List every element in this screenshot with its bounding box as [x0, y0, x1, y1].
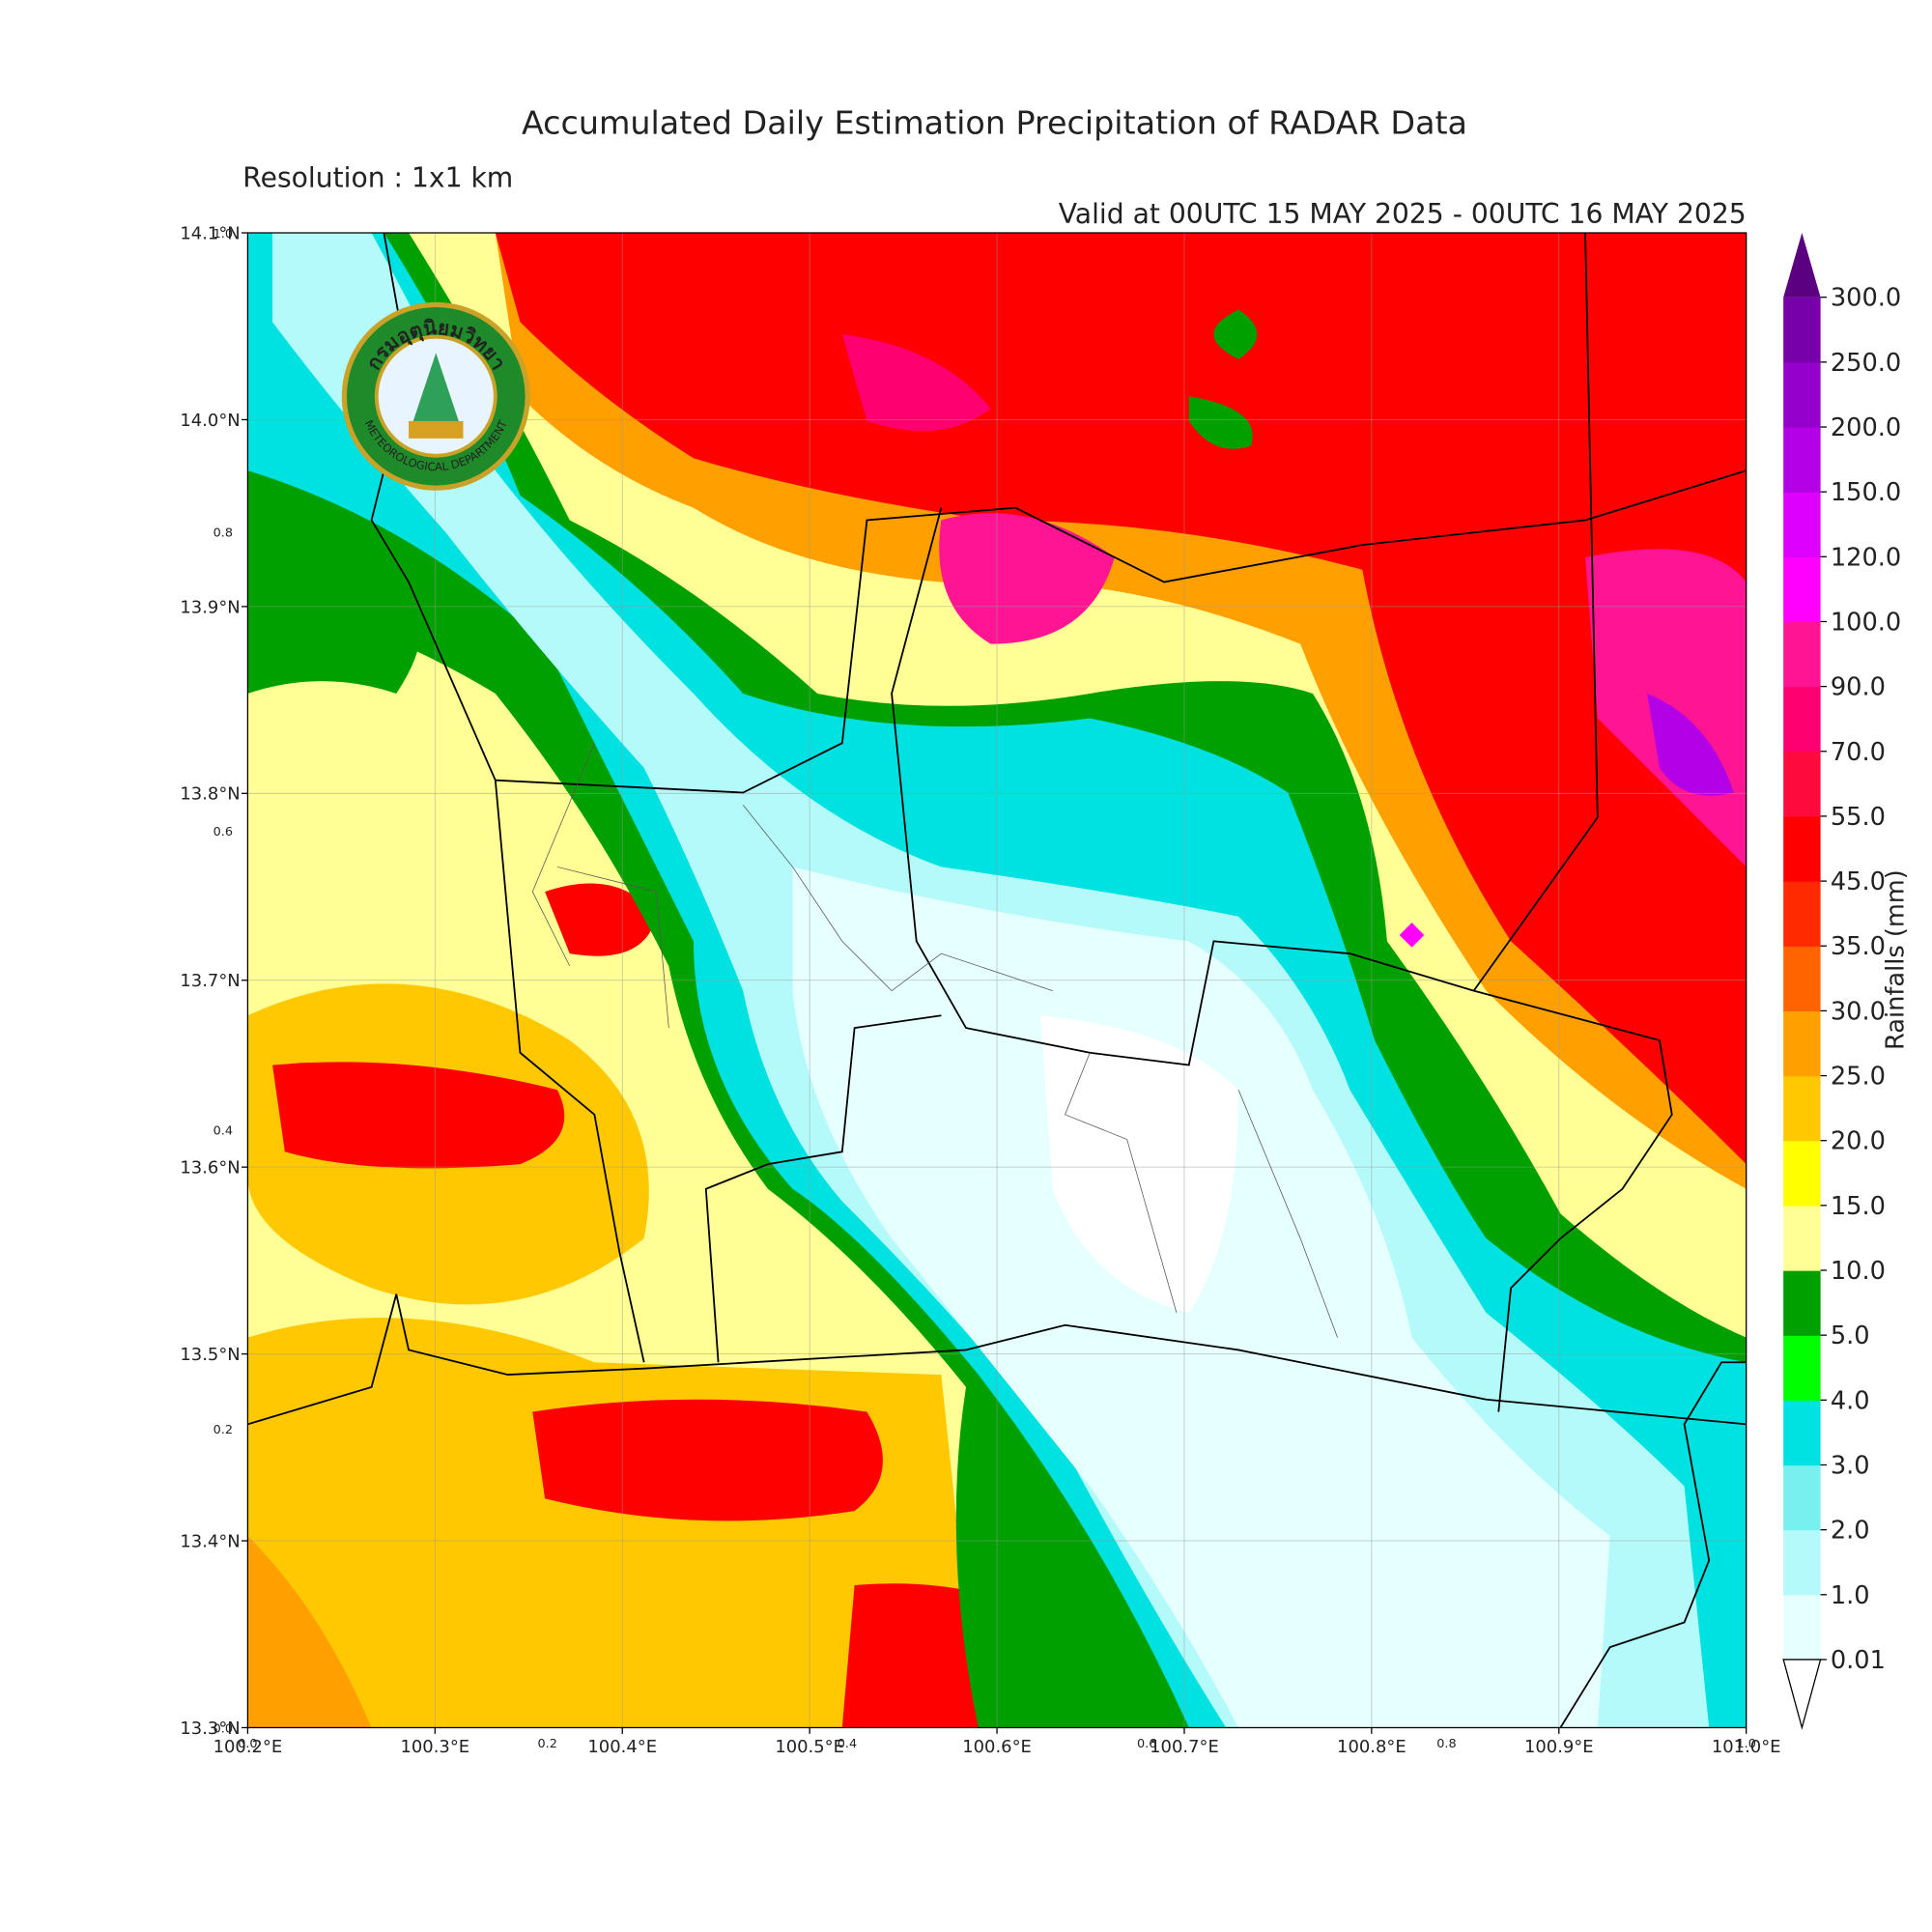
colorbar-level: 55.0: [1831, 803, 1886, 832]
colorbar-level: 150.0: [1831, 478, 1901, 507]
lat-tick-label: 13.5°N: [180, 1345, 240, 1365]
lat-tick-label: 13.7°N: [180, 971, 240, 991]
colorbar-segment: [1783, 881, 1821, 947]
lat-tick-label: 14.1°N: [180, 223, 240, 243]
lon-tick-label: 100.2°E: [213, 1737, 283, 1757]
title: Accumulated Daily Estimation Precipitati…: [522, 103, 1467, 141]
colorbar-level: 3.0: [1831, 1451, 1870, 1480]
colorbar-segment: [1783, 1335, 1821, 1401]
colorbar-level: 250.0: [1831, 349, 1901, 378]
colorbar-level: 120.0: [1831, 543, 1901, 572]
colorbar-level: 30.0: [1831, 997, 1886, 1026]
inner-tick-label: 0.4: [838, 1737, 857, 1751]
inner-tick-label: 0.8: [1436, 1737, 1456, 1751]
lat-tick-label: 13.6°N: [180, 1158, 240, 1179]
colorbar-level: 2.0: [1831, 1517, 1870, 1546]
colorbar-segment: [1783, 1010, 1821, 1077]
lon-tick-label: 100.9°E: [1524, 1737, 1594, 1757]
colorbar-segment: [1783, 1400, 1821, 1466]
colorbar-level: 1.0: [1831, 1581, 1870, 1610]
colorbar-level: 10.0: [1831, 1257, 1886, 1286]
inner-tick-label: 0.0: [213, 1722, 233, 1737]
lon-tick-label: 100.3°E: [400, 1737, 469, 1757]
inner-tick-label: 1.0: [1736, 1737, 1755, 1751]
lon-tick-label: 100.5°E: [775, 1737, 844, 1757]
logo: กรมอุตุนิยมวิทยา METEOROLOGICAL DEPARTME…: [341, 301, 530, 491]
colorbar-level: 70.0: [1831, 738, 1886, 767]
colorbar-over: [1783, 233, 1821, 298]
lat-tick-label: 13.8°N: [180, 784, 240, 805]
inner-tick-label: 0.8: [213, 526, 233, 541]
colorbar-segment: [1783, 1270, 1821, 1336]
lon-tick-label: 100.4°E: [587, 1737, 657, 1757]
colorbar-level: 15.0: [1831, 1192, 1886, 1221]
colorbar-segment: [1783, 946, 1821, 1012]
axis-ticks: 100.2°E 100.3°E 100.4°E 100.5°E 100.6°E 100.7…: [180, 223, 1780, 1757]
lat-tick-label: 13.3°N: [180, 1719, 240, 1739]
colorbar-level: 0.01: [1831, 1646, 1886, 1675]
colorbar-segment: [1783, 1205, 1821, 1271]
lat-tick-label: 13.9°N: [180, 597, 240, 617]
colorbar-segment: [1783, 686, 1821, 753]
valid-time: Valid at 00UTC 15 MAY 2025 - 00UTC 16 MA…: [1059, 198, 1747, 230]
lon-tick-label: 101.0°E: [1712, 1737, 1781, 1757]
inner-tick-label: 0.4: [213, 1124, 233, 1139]
colorbar-level: 200.0: [1831, 413, 1901, 442]
lon-tick-label: 100.6°E: [962, 1737, 1032, 1757]
colorbar-segment: [1783, 297, 1821, 363]
lon-tick-label: 100.8°E: [1337, 1737, 1406, 1757]
colorbar-segment: [1783, 1594, 1821, 1661]
colorbar-level: 25.0: [1831, 1063, 1886, 1092]
colorbar-level: 5.0: [1831, 1321, 1870, 1350]
colorbar-segment: [1783, 1464, 1821, 1531]
colorbar-segment: [1783, 1529, 1821, 1596]
colorbar-segment: [1783, 621, 1821, 688]
colorbar-segment: [1783, 1140, 1821, 1207]
inner-tick-label: 1.0: [213, 227, 233, 242]
colorbar-segment: [1783, 361, 1821, 428]
colorbar-segment: [1783, 751, 1821, 817]
colorbar-level: 45.0: [1831, 867, 1886, 896]
inner-tick-label: 0.6: [213, 825, 233, 839]
colorbar-level: 4.0: [1831, 1386, 1870, 1415]
lon-tick-label: 100.7°E: [1150, 1737, 1219, 1757]
colorbar-level: 100.0: [1831, 608, 1901, 637]
colorbar-segment: [1783, 815, 1821, 882]
colorbar-level: 90.0: [1831, 673, 1886, 702]
inner-tick-label: 0.2: [213, 1423, 233, 1437]
inner-tick-label: 0.0: [238, 1737, 257, 1751]
colorbar-segment: [1783, 556, 1821, 623]
colorbar-segment: [1783, 427, 1821, 493]
inner-tick-label: 0.2: [537, 1737, 556, 1751]
resolution: Resolution : 1x1 km: [242, 162, 513, 194]
colorbar-level: 300.0: [1831, 284, 1901, 313]
colorbar-label: Rainfalls (mm): [1882, 869, 1911, 1050]
colorbar-segment: [1783, 492, 1821, 557]
colorbar: 0.01 1.0 2.0 3.0 4.0 5.0 10.0 15.0 20.0 25.0 30.0 3…: [1782, 233, 1901, 1730]
inner-tick-label: 0.6: [1137, 1737, 1156, 1751]
colorbar-level: 35.0: [1831, 932, 1886, 961]
colorbar-level: 20.0: [1831, 1127, 1886, 1156]
colorbar-under: [1782, 1659, 1822, 1730]
colorbar-segment: [1783, 1075, 1821, 1142]
lat-tick-label: 13.4°N: [180, 1531, 240, 1551]
lat-tick-label: 14.0°N: [180, 411, 240, 431]
